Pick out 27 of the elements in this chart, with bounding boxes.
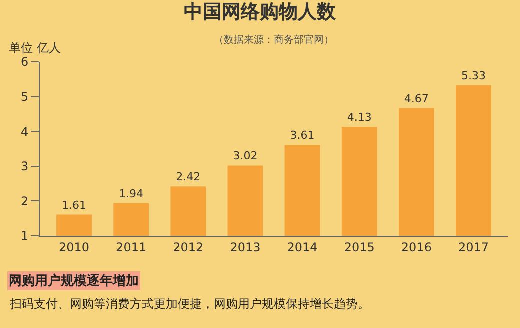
- data-label: 2.42: [176, 170, 201, 184]
- text: 网购用户规模逐年增加: [9, 273, 139, 289]
- data-label: 4.67: [404, 92, 429, 106]
- x-tick-label: 2012: [173, 240, 204, 254]
- chart-subtitle: （数据来源：商务部官网）: [214, 34, 334, 46]
- text: 扫码支付、网购等消费方式更加便捷，网购用户规模保持增长趋势。: [9, 297, 370, 311]
- data-label: 3.02: [233, 150, 258, 163]
- data-label: 5.33: [462, 69, 486, 82]
- x-tick-label: 2010: [58, 240, 90, 254]
- x-tick-label: 2014: [287, 240, 318, 254]
- x-tick-label: 2016: [401, 240, 432, 254]
- y-tick-label: 6: [20, 55, 29, 70]
- data-label: 3.61: [290, 129, 315, 142]
- y-tick-label: 5: [20, 90, 29, 104]
- data-label: 4.13: [347, 111, 372, 124]
- y-tick-label: 4: [20, 124, 29, 139]
- data-label: 1.94: [119, 187, 144, 200]
- chart-title: 中国网络购物人数: [184, 1, 337, 24]
- x-tick-label: 2017: [458, 240, 490, 254]
- y-tick-label: 3: [20, 160, 29, 174]
- y-tick-label: 1: [20, 229, 29, 244]
- x-tick-label: 2013: [230, 240, 261, 254]
- data-label: 1.61: [62, 198, 86, 212]
- y-axis-title: 单位 亿人: [9, 41, 61, 55]
- x-tick-label: 2015: [344, 240, 375, 254]
- x-tick-label: 2011: [116, 240, 147, 254]
- y-tick-label: 2: [20, 194, 29, 208]
